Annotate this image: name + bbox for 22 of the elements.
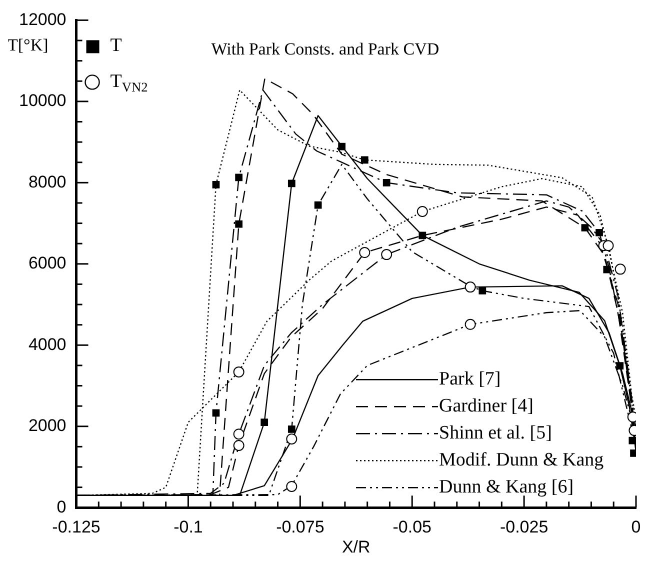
y-tick-label: 0 xyxy=(56,497,66,516)
y-tick-label: 12000 xyxy=(18,10,66,29)
legend-label: Shinn et al. [5] xyxy=(439,422,552,444)
x-tick-label: -0.125 xyxy=(52,517,100,536)
y-tick-label: 2000 xyxy=(28,416,66,436)
y-axis-title: T[°K] xyxy=(7,36,48,55)
x-tick-label: 0 xyxy=(631,517,641,536)
y-tick-label: 8000 xyxy=(28,172,66,192)
x-tick-label: -0.05 xyxy=(392,517,432,536)
x-tick-label: -0.075 xyxy=(276,517,324,536)
legend-label: T xyxy=(110,35,122,56)
legend-label: Park [7] xyxy=(439,368,501,390)
x-tick-label: -0.1 xyxy=(174,517,203,536)
legend-label: Dunn & Kang [6] xyxy=(439,476,574,498)
y-tick-label: 4000 xyxy=(28,334,66,354)
y-tick-label: 6000 xyxy=(28,254,66,273)
y-tick-label: 10000 xyxy=(18,91,66,110)
x-axis-title: X/R xyxy=(342,537,370,556)
legend-label: Modif. Dunn & Kang xyxy=(439,450,604,471)
legend-label: Gardiner [4] xyxy=(439,396,534,417)
x-tick-label: -0.025 xyxy=(500,517,548,536)
text: With Park Consts. and Park CVD xyxy=(211,40,440,59)
